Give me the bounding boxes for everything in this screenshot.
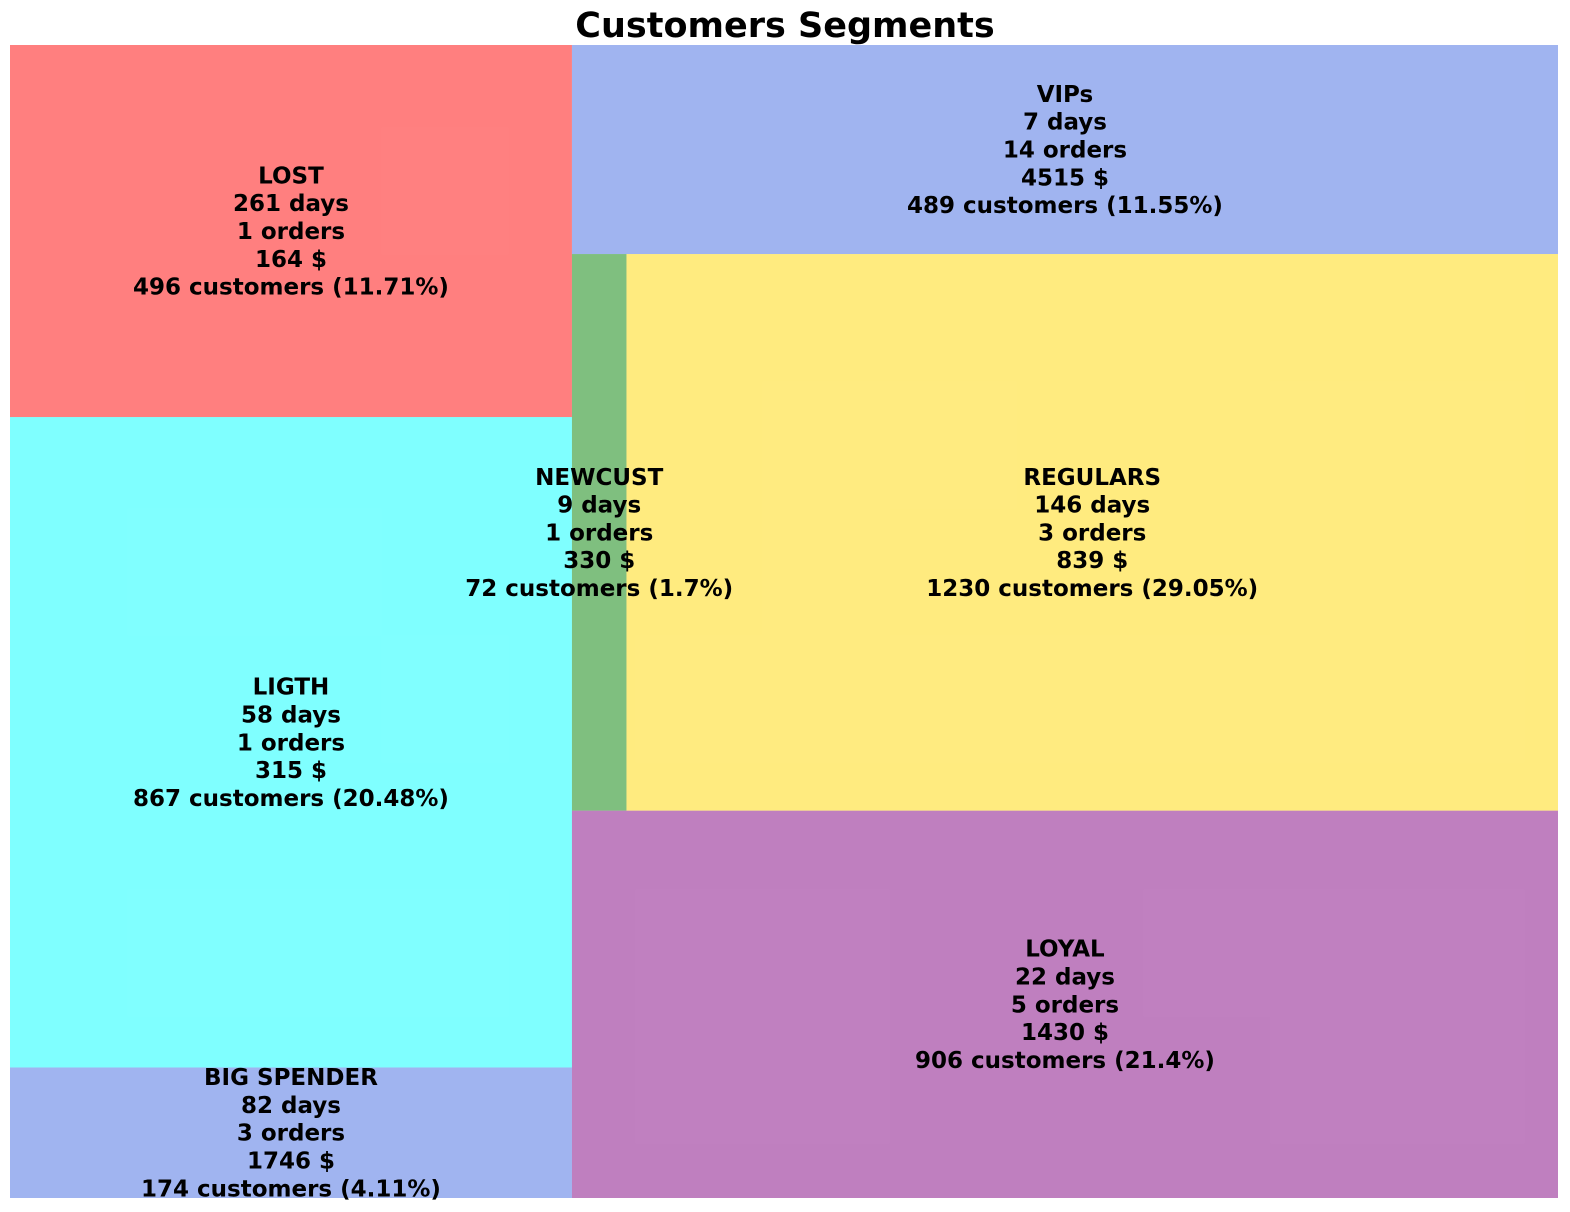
label-vips-line-3: 4515 $ (1021, 165, 1109, 191)
label-ligth-line-4: 867 customers (20.48%) (133, 786, 449, 812)
label-newcust-line-0: NEWCUST (535, 465, 663, 491)
label-loyal-line-1: 22 days (1015, 965, 1115, 991)
label-loyal-line-4: 906 customers (21.4%) (915, 1048, 1215, 1074)
label-ligth-line-3: 315 $ (255, 758, 327, 784)
label-loyal-line-3: 1430 $ (1021, 1020, 1109, 1046)
label-regulars-line-0: REGULARS (1023, 465, 1161, 491)
tile-ligth (10, 417, 572, 1068)
tile-loyal (571, 810, 1558, 1198)
label-vips-line-0: VIPs (1037, 82, 1094, 108)
label-newcust: NEWCUST 9 days 1 orders 330 $72 customers (… (465, 465, 733, 602)
tile-lost (10, 45, 572, 418)
label-big-spender-line-0: BIG SPENDER (204, 1065, 378, 1091)
label-regulars-line-2: 3 orders (1038, 520, 1146, 546)
label-big-spender-line-3: 1746 $ (247, 1149, 335, 1175)
label-lost-line-3: 164 $ (255, 247, 327, 273)
label-newcust-line-2: 1 orders (545, 520, 653, 546)
label-regulars: REGULARS 146 days 3 orders 839 $1230 custom… (926, 465, 1258, 602)
label-ligth-line-0: LIGTH (253, 675, 330, 701)
label-regulars-line-4: 1230 customers (29.05%) (926, 576, 1258, 602)
label-lost: LOST 261 days 1 orders 164 $496 customers (… (133, 163, 449, 300)
label-ligth-line-2: 1 orders (237, 730, 345, 756)
label-newcust-line-1: 9 days (557, 493, 641, 519)
label-loyal: LOYAL 22 days 5 orders 1430 $906 customers … (915, 937, 1215, 1074)
label-regulars-line-1: 146 days (1034, 493, 1150, 519)
label-newcust-line-3: 330 $ (563, 548, 635, 574)
label-big-spender-line-4: 174 customers (4.11%) (141, 1176, 441, 1202)
label-vips-line-2: 14 orders (1003, 138, 1127, 164)
label-lost-line-1: 261 days (233, 191, 349, 217)
tile-big-spender (10, 1067, 572, 1198)
label-vips-line-4: 489 customers (11.55%) (907, 193, 1223, 219)
tile-regulars (626, 254, 1558, 811)
label-big-spender: BIG SPENDER 82 days 3 orders 1746 $174 cust… (141, 1065, 441, 1202)
label-big-spender-line-2: 3 orders (237, 1121, 345, 1147)
treemap-tiles (10, 45, 1558, 1198)
treemap-labels: LOST 261 days 1 orders 164 $496 customers (… (133, 82, 1258, 1202)
label-vips: VIPs 7 days 14 orders 4515 $489 customers (… (907, 82, 1223, 219)
label-lost-line-4: 496 customers (11.71%) (133, 275, 449, 301)
label-regulars-line-3: 839 $ (1056, 548, 1128, 574)
chart-title: Customers Segments (575, 6, 994, 46)
tile-vips (571, 45, 1558, 255)
label-vips-line-1: 7 days (1023, 110, 1107, 136)
label-big-spender-line-1: 82 days (241, 1093, 341, 1119)
label-ligth: LIGTH 58 days 1 orders 315 $867 customers (… (133, 675, 449, 812)
label-ligth-line-1: 58 days (241, 702, 341, 728)
label-loyal-line-0: LOYAL (1025, 937, 1105, 963)
label-newcust-line-4: 72 customers (1.7%) (465, 576, 733, 602)
tile-newcust (571, 254, 627, 811)
label-loyal-line-2: 5 orders (1011, 992, 1119, 1018)
label-lost-line-0: LOST (258, 163, 324, 189)
label-lost-line-2: 1 orders (237, 219, 345, 245)
